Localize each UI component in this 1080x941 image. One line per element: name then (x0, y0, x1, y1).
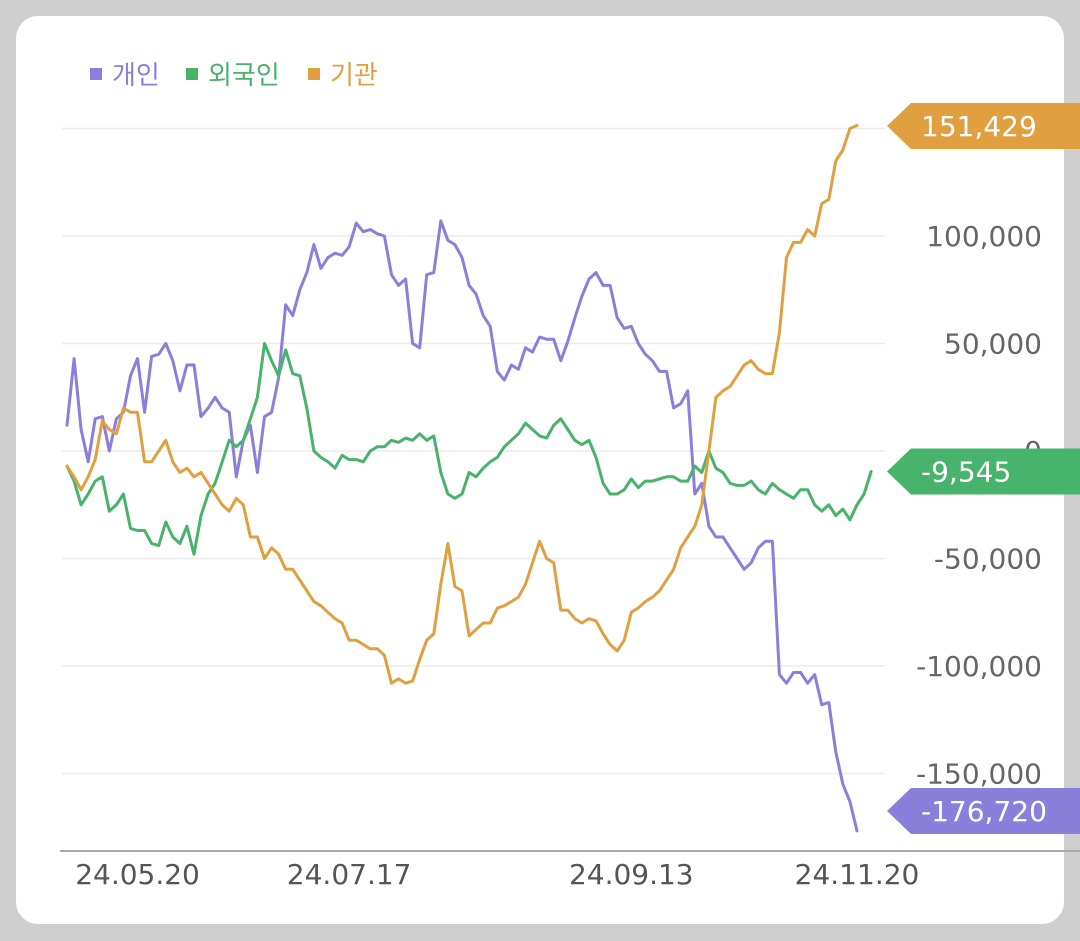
x-tick-label: 24.05.20 (75, 858, 200, 891)
legend-label: 기관 (330, 61, 378, 91)
series-lines (65, 123, 873, 833)
x-axis-labels: 24.05.20 24.07.17 24.09.13 24.11.20 (75, 858, 919, 891)
legend: 개인 외국인 기관 (90, 61, 378, 91)
legend-label: 개인 (112, 61, 160, 91)
end-tag-개인 (887, 788, 1080, 834)
series-line-개인 (65, 219, 859, 833)
x-tick-label: 24.07.17 (287, 858, 412, 891)
x-tick-label: 24.09.13 (569, 858, 694, 891)
x-tick-label: 24.11.20 (795, 858, 920, 891)
y-tick-label: -150,000 (916, 758, 1042, 791)
y-tick-label: -100,000 (916, 650, 1042, 683)
end-tag-label: -9,545 (921, 456, 1011, 489)
y-tick-label: 50,000 (944, 328, 1042, 361)
series-line-기관 (65, 123, 859, 685)
legend-swatch (90, 68, 102, 80)
end-tag-label: 151,429 (921, 110, 1037, 143)
grid-lines (62, 127, 885, 775)
legend-swatch (186, 68, 198, 80)
y-tick-label: 100,000 (926, 220, 1042, 253)
y-tick-label: -50,000 (934, 543, 1042, 576)
legend-swatch (308, 68, 320, 80)
end-tag-기관 (887, 103, 1080, 149)
end-tag-외국인 (887, 448, 1080, 495)
end-value-tags: -176,720 -9,545 151,429 (887, 103, 1080, 834)
series-line-외국인 (65, 342, 873, 556)
legend-label: 외국인 (208, 61, 280, 91)
end-tag-label: -176,720 (921, 795, 1047, 828)
